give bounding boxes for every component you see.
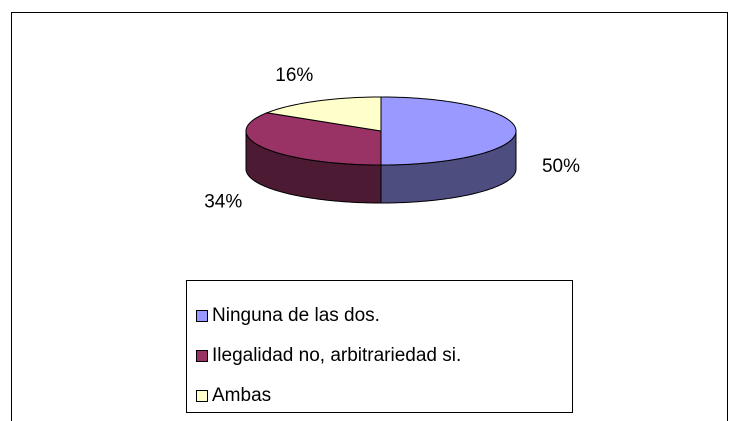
legend-swatch bbox=[196, 310, 208, 322]
data-label: 16% bbox=[275, 65, 313, 86]
data-label: 34% bbox=[204, 192, 242, 213]
data-label: 50% bbox=[542, 156, 580, 177]
legend-label: Ilegalidad no, arbitrariedad si. bbox=[212, 345, 461, 366]
legend bbox=[186, 280, 573, 413]
legend-label: Ninguna de las dos. bbox=[212, 305, 380, 326]
chart-border bbox=[11, 12, 728, 421]
legend-swatch bbox=[196, 390, 208, 402]
legend-label: Ambas bbox=[212, 385, 271, 406]
pie-slice bbox=[380, 96, 517, 166]
legend-swatch bbox=[196, 350, 208, 362]
pie-slice bbox=[265, 96, 382, 132]
